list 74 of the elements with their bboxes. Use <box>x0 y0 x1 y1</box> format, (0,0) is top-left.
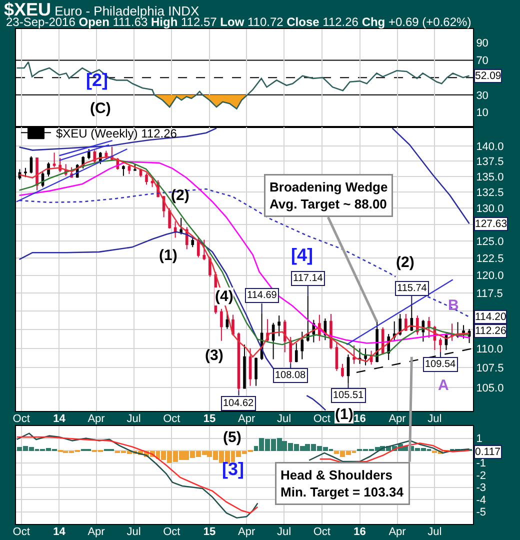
x-tick-label: Oct <box>12 413 30 426</box>
x-tick-label: Jul <box>126 413 141 426</box>
y-tick-label: -1 <box>476 458 486 470</box>
y-tick-label: 90 <box>476 38 488 50</box>
annotation: (1) <box>159 247 178 264</box>
annotation: 0.117 <box>475 446 501 458</box>
x-tick-label: Apr <box>88 413 106 426</box>
y-tick-label: -2 <box>476 470 486 482</box>
x-tick-label: Apr <box>238 413 256 426</box>
y-tick-label: 135.0 <box>476 171 504 184</box>
x-tick-label: 14 <box>53 413 66 426</box>
x-tick-label: 14 <box>53 526 66 538</box>
x-tick-label: Oct <box>313 526 330 538</box>
y-tick-label: 122.5 <box>476 252 504 265</box>
annotation: 112.26 <box>475 325 506 337</box>
y-tick-label: 70 <box>476 55 488 68</box>
annotation: (3) <box>205 347 224 364</box>
annotation: (2) <box>171 187 190 204</box>
annotation: 52.09 <box>475 70 502 82</box>
y-tick-label: 125.0 <box>476 236 504 248</box>
annotation: 117.14 <box>293 273 324 284</box>
annotation: 114.20 <box>475 311 506 323</box>
x-tick-label: 16 <box>354 526 366 538</box>
y-tick-label: 30 <box>476 90 488 102</box>
x-tick-label: Oct <box>163 526 180 538</box>
x-tick-label: 16 <box>354 413 366 426</box>
x-tick-label: Oct <box>163 413 180 426</box>
annotation: 104.62 <box>223 398 254 409</box>
y-tick-label: 137.5 <box>476 156 504 168</box>
y-tick-label: -4 <box>476 494 486 506</box>
y-tick-label: 117.5 <box>476 288 503 300</box>
annotation: [2] <box>86 70 108 90</box>
annotation: 108.08 <box>275 370 306 381</box>
annotation: (1) <box>335 406 354 423</box>
y-tick-label: 10 <box>476 107 488 120</box>
annotation: Head & Shoulders Min. Target = 103.34 <box>280 468 404 500</box>
annotation: [4] <box>291 245 313 265</box>
y-tick-label: 1 <box>476 433 482 446</box>
annotation: (5) <box>223 429 242 446</box>
annotation: 114.69 <box>247 290 278 301</box>
x-tick-label: 15 <box>203 413 216 426</box>
x-tick-label: Apr <box>88 526 106 538</box>
y-tick-label: 105.0 <box>476 382 504 394</box>
x-tick-label: Apr <box>238 526 256 538</box>
annotation: (4) <box>215 288 234 305</box>
x-tick-label: Apr <box>388 413 406 426</box>
y-tick-label: 120.0 <box>476 270 504 282</box>
annotation: B <box>448 297 459 314</box>
y-tick-label: 132.5 <box>476 187 504 200</box>
legend-label: $XEU (Weekly) 112.26 <box>56 126 178 140</box>
annotation: 109.54 <box>425 359 456 370</box>
annotation: (2) <box>396 254 414 271</box>
y-tick-label: 110.0 <box>476 343 503 356</box>
annotation: A <box>438 377 449 394</box>
x-tick-label: 15 <box>203 526 216 538</box>
y-tick-label: 107.5 <box>476 362 504 375</box>
y-tick-label: 130.0 <box>476 203 504 216</box>
annotation: (C) <box>90 100 111 117</box>
x-tick-label: Jul <box>126 526 141 538</box>
y-tick-label: -5 <box>476 506 486 519</box>
x-tick-label: Oct <box>313 413 330 426</box>
x-tick-label: Jul <box>276 526 292 538</box>
annotation: Broadening Wedge Avg. Target ~ 88.00 <box>270 180 388 212</box>
annotation: 127.63 <box>475 218 508 230</box>
annotation: [3] <box>222 459 244 479</box>
x-tick-label: Apr <box>388 526 406 538</box>
x-tick-label: Oct <box>12 526 30 538</box>
y-tick-label: -3 <box>476 482 486 494</box>
annotation: 115.74 <box>397 283 428 294</box>
x-tick-label: Jul <box>276 413 292 426</box>
y-tick-label: 140.0 <box>476 140 504 153</box>
x-tick-label: Jul <box>428 526 442 538</box>
x-tick-label: Jul <box>428 413 442 426</box>
annotation: 105.51 <box>333 390 364 401</box>
